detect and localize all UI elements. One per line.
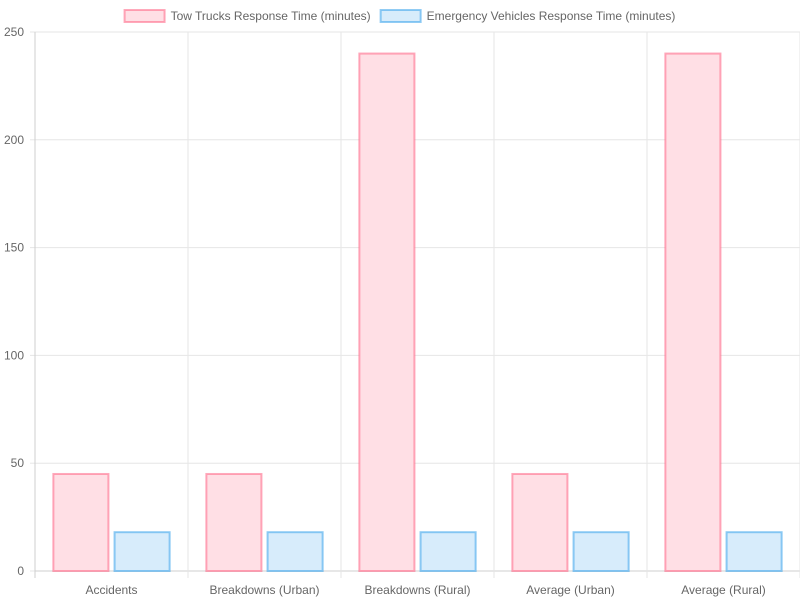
bar-emergency-vehicles[interactable] <box>113 531 171 573</box>
bar-tow-trucks[interactable] <box>358 52 416 573</box>
bar-tow-trucks[interactable] <box>664 52 722 573</box>
bar-emergency-vehicles[interactable] <box>266 531 324 573</box>
legend-item-tow-trucks[interactable]: Tow Trucks Response Time (minutes) <box>123 9 371 23</box>
y-tick-label: 0 <box>17 564 24 578</box>
bars <box>52 52 783 573</box>
bar-tow-trucks[interactable] <box>511 472 569 573</box>
bar-emergency-vehicles[interactable] <box>725 531 783 573</box>
bar-emergency-vehicles[interactable] <box>419 531 477 573</box>
x-tick-label: Average (Urban) <box>526 583 615 597</box>
legend-item-emergency-vehicles[interactable]: Emergency Vehicles Response Time (minute… <box>379 9 676 23</box>
y-tick-label: 250 <box>4 25 24 39</box>
x-tick-label: Breakdowns (Urban) <box>209 583 319 597</box>
y-tick-label: 150 <box>4 241 24 255</box>
legend-label: Emergency Vehicles Response Time (minute… <box>427 9 676 23</box>
bar-emergency-vehicles[interactable] <box>572 531 630 573</box>
y-tick-label: 200 <box>4 133 24 147</box>
x-tick-label: Accidents <box>85 583 137 597</box>
legend-swatch <box>379 9 422 23</box>
x-tick-label: Average (Rural) <box>681 583 765 597</box>
y-tick-label: 100 <box>4 348 24 362</box>
y-tick-label: 50 <box>11 456 25 470</box>
grid <box>30 31 800 578</box>
bar-tow-trucks[interactable] <box>52 472 110 573</box>
axes: 0 50 100 150 200 250 Accidents Breakdowns (Urba… <box>4 25 766 597</box>
bar-tow-trucks[interactable] <box>205 472 263 573</box>
legend-swatch <box>123 9 166 23</box>
legend: Tow Trucks Response Time (minutes) Emerge… <box>123 9 676 23</box>
x-tick-label: Breakdowns (Rural) <box>364 583 470 597</box>
legend-label: Tow Trucks Response Time (minutes) <box>171 9 371 23</box>
